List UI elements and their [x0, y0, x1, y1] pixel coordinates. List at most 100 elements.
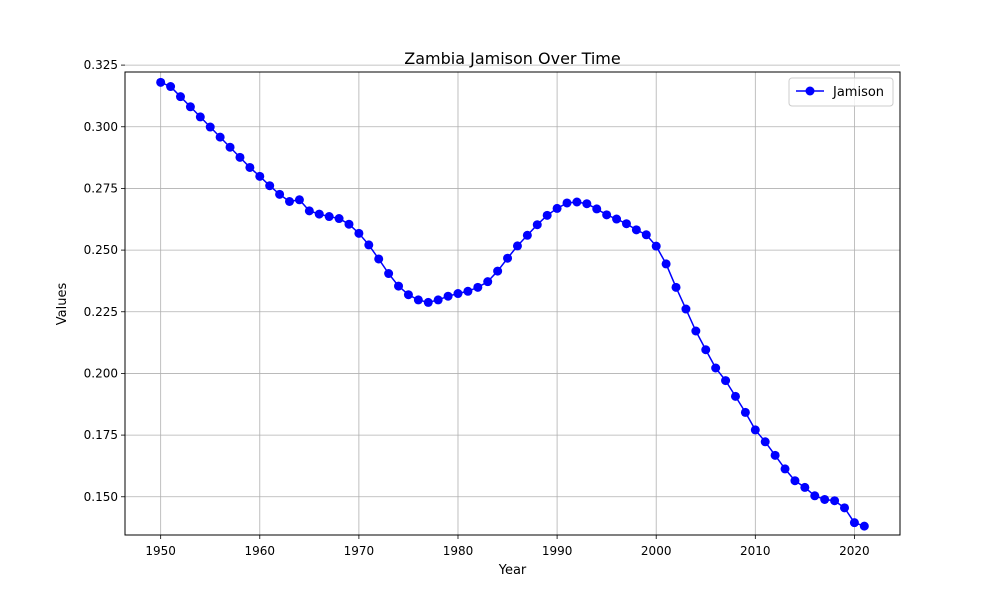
- data-point: [740, 407, 750, 417]
- data-point: [443, 291, 453, 301]
- x-tick-label: 1980: [443, 544, 474, 558]
- data-point: [384, 269, 394, 279]
- data-point: [334, 214, 344, 224]
- plot-frame: [124, 71, 901, 536]
- data-point: [503, 253, 513, 263]
- data-point: [473, 282, 483, 292]
- x-axis-label: Year: [498, 563, 527, 578]
- data-point: [185, 102, 195, 112]
- chart-title: Zambia Jamison Over Time: [404, 49, 620, 68]
- x-tick-label: 2000: [641, 544, 672, 558]
- data-point: [463, 286, 473, 296]
- data-point: [225, 142, 235, 152]
- x-tick-label: 1970: [344, 544, 375, 558]
- data-point: [661, 259, 671, 269]
- data-point: [810, 491, 820, 501]
- data-point: [403, 290, 413, 300]
- data-point: [730, 391, 740, 401]
- data-point: [770, 450, 780, 460]
- data-point: [631, 225, 641, 235]
- data-point: [354, 228, 364, 238]
- data-point: [374, 254, 384, 264]
- data-point: [493, 266, 503, 276]
- x-tick-label: 2010: [740, 544, 771, 558]
- data-point: [671, 282, 681, 292]
- data-point: [156, 77, 166, 87]
- data-point: [542, 210, 552, 220]
- data-point: [235, 152, 245, 162]
- data-point: [324, 212, 334, 222]
- data-point: [532, 220, 542, 230]
- y-tick-label: 0.175: [84, 428, 118, 442]
- data-point: [364, 240, 374, 250]
- data-point: [572, 197, 582, 207]
- legend-label: Jamison: [832, 85, 884, 100]
- data-point: [285, 197, 295, 207]
- data-point: [562, 198, 572, 208]
- data-point: [790, 476, 800, 486]
- data-point: [275, 189, 285, 199]
- legend-box: [788, 77, 894, 107]
- legend: Jamison: [788, 77, 894, 107]
- data-point: [820, 494, 830, 504]
- y-tick-label: 0.250: [84, 243, 118, 257]
- data-point: [413, 295, 423, 305]
- y-axis-ticks: 0.150 0.175 0.200 0.225 0.250 0.275 0.300 0.325: [84, 58, 125, 504]
- data-point: [294, 195, 304, 205]
- data-point: [681, 304, 691, 314]
- x-tick-label: 1990: [542, 544, 573, 558]
- data-point: [394, 281, 404, 291]
- grid-lines: [125, 64, 900, 535]
- data-point: [592, 204, 602, 214]
- y-tick-label: 0.275: [84, 181, 118, 195]
- data-point: [830, 496, 840, 506]
- data-point: [483, 277, 493, 287]
- series-layer: [156, 77, 869, 531]
- data-point: [423, 297, 433, 307]
- data-point: [800, 482, 810, 492]
- data-point: [205, 122, 215, 132]
- data-point: [552, 203, 562, 213]
- y-tick-label: 0.225: [84, 305, 118, 319]
- data-point: [840, 503, 850, 513]
- data-point: [760, 437, 770, 447]
- data-point: [780, 464, 790, 474]
- data-point: [245, 162, 255, 172]
- data-point: [701, 345, 711, 355]
- x-tick-label: 1960: [245, 544, 276, 558]
- data-point: [651, 241, 661, 251]
- data-point: [304, 206, 314, 216]
- data-point: [433, 295, 443, 305]
- data-point: [849, 518, 859, 528]
- data-point: [522, 230, 532, 240]
- data-point: [612, 214, 622, 224]
- x-tick-label: 1950: [145, 544, 176, 558]
- y-tick-label: 0.300: [84, 120, 118, 134]
- data-point: [344, 219, 354, 229]
- y-tick-label: 0.150: [84, 490, 118, 504]
- y-tick-label: 0.200: [84, 366, 118, 380]
- data-point: [453, 289, 463, 299]
- data-point: [691, 326, 701, 336]
- data-point: [602, 210, 612, 220]
- data-point: [859, 521, 869, 531]
- x-tick-label: 2020: [839, 544, 870, 558]
- data-point: [215, 132, 225, 142]
- data-point: [166, 82, 176, 92]
- data-point: [512, 241, 522, 251]
- legend-point-marker: [805, 86, 815, 96]
- data-point: [265, 181, 275, 191]
- data-point: [711, 363, 721, 373]
- data-point: [750, 425, 760, 435]
- data-point: [621, 219, 631, 229]
- data-point: [314, 209, 324, 219]
- data-point: [641, 230, 651, 240]
- x-axis-ticks: 1950 1960 1970 1980 1990 2000 2010 2020: [145, 535, 870, 558]
- y-tick-label: 0.325: [84, 58, 118, 72]
- data-point: [582, 199, 592, 209]
- data-point: [195, 112, 205, 122]
- data-point: [721, 376, 731, 386]
- y-axis-label: Values: [55, 283, 70, 326]
